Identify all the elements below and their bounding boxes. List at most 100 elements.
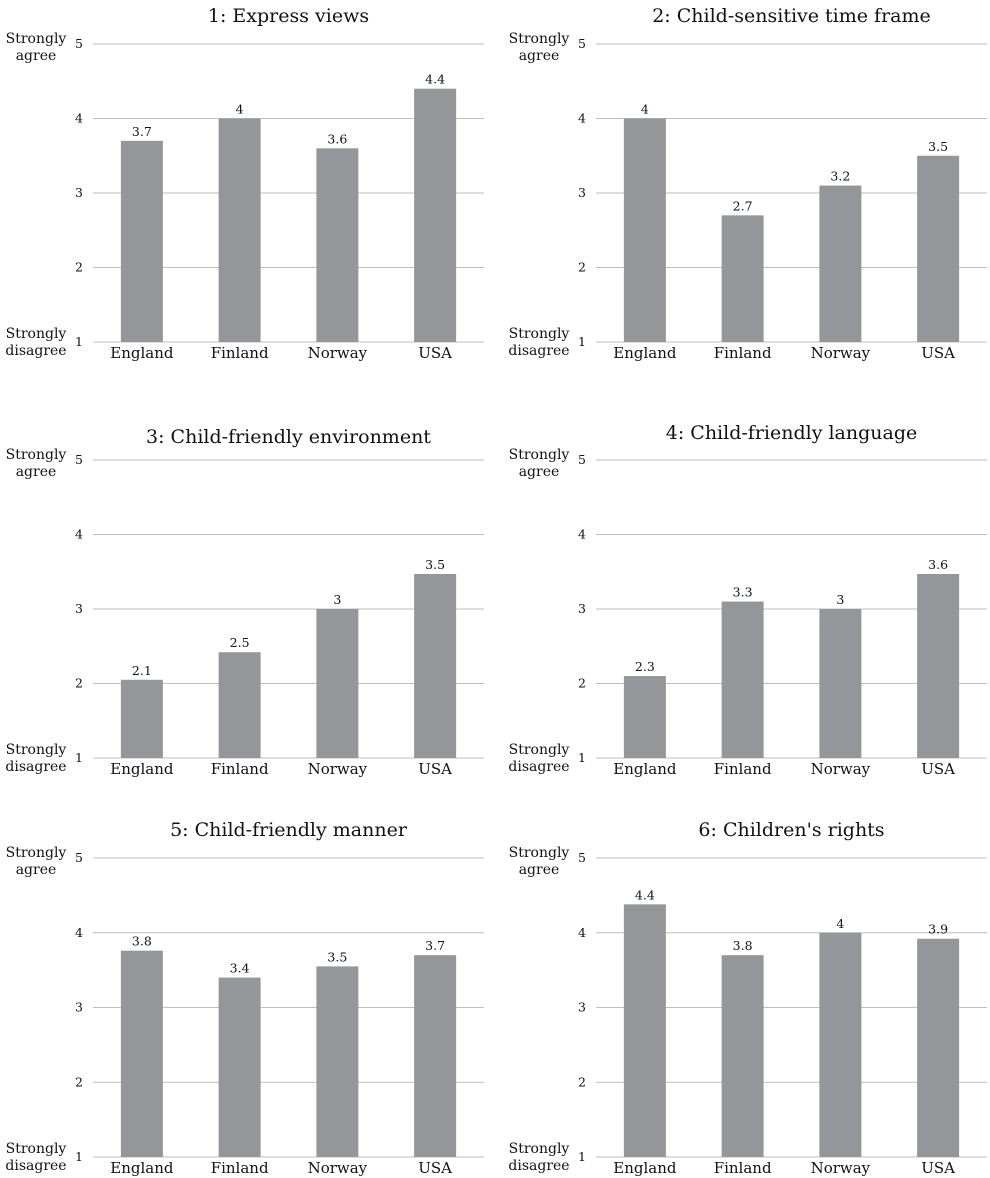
bar <box>316 609 359 758</box>
bar <box>819 185 862 342</box>
x-category-label: USA <box>418 1159 452 1177</box>
axis-anchor-disagree-line1: Strongly <box>6 326 67 342</box>
axis-anchor-disagree-line1: Strongly <box>6 1141 67 1157</box>
x-category-label: USA <box>921 1159 955 1177</box>
bar-value-label: 4.4 <box>635 887 655 902</box>
bar-value-label: 2.5 <box>230 635 250 650</box>
y-tick-label: 3 <box>578 1000 586 1015</box>
chart-panel-2: 2: Child-sensitive time frame 1 2 3 4 5 Strong… <box>508 5 987 362</box>
bar-value-label: 3 <box>836 592 844 607</box>
chart-title: 1: Express views <box>208 5 369 27</box>
bar-value-label: 4.4 <box>425 72 445 87</box>
axis-anchor-disagree-line2: disagree <box>508 759 569 775</box>
bar <box>414 573 457 758</box>
y-tick-label: 1 <box>578 750 586 765</box>
axis-anchor-agree-line1: Strongly <box>6 31 67 47</box>
y-tick-label: 1 <box>75 1149 83 1164</box>
x-category-label: Norway <box>308 344 368 362</box>
axis-anchor-disagree-line2: disagree <box>5 1158 66 1174</box>
x-category-label: England <box>613 344 677 362</box>
axis-anchor-disagree-line1: Strongly <box>6 742 67 758</box>
bar-value-label: 3.2 <box>830 169 850 184</box>
y-tick-label: 2 <box>578 1074 586 1089</box>
axis-anchor-agree-line1: Strongly <box>509 31 570 47</box>
x-category-label: USA <box>921 344 955 362</box>
y-tick-label: 3 <box>578 601 586 616</box>
bar <box>819 609 862 758</box>
bar <box>120 950 163 1157</box>
bar <box>218 652 261 758</box>
axis-anchor-agree-line1: Strongly <box>6 447 67 463</box>
bar-value-label: 3.6 <box>928 557 948 572</box>
y-tick-label: 3 <box>75 185 83 200</box>
bar <box>721 955 764 1157</box>
chart-panel-1: 1: Express views12345StronglyagreeStrong… <box>5 5 484 362</box>
y-tick-label: 1 <box>578 334 586 349</box>
y-tick-label: 2 <box>75 1074 83 1089</box>
axis-anchor-disagree-line2: disagree <box>5 759 66 775</box>
x-category-label: Finland <box>714 760 772 778</box>
chart-panel-5: 5: Child-friendly manner12345Stronglyagr… <box>5 819 484 1177</box>
chart-title: 6: Children's rights <box>698 819 884 841</box>
y-tick-label: 5 <box>75 36 83 51</box>
bar <box>721 601 764 758</box>
bar <box>316 148 359 342</box>
bar <box>721 215 764 342</box>
chart-panel-3: 3: Child-friendly environment 1 2 3 4 5 Strong… <box>5 426 484 778</box>
y-tick-label: 4 <box>75 111 83 126</box>
axis-anchor-agree-line1: Strongly <box>509 845 570 861</box>
x-category-label: England <box>110 344 174 362</box>
chart-title: 5: Child-friendly manner <box>170 819 408 841</box>
bar <box>414 955 457 1157</box>
bar <box>623 676 666 758</box>
y-tick-label: 4 <box>578 527 586 542</box>
chart-title: 4: Child-friendly language <box>666 422 918 444</box>
bar-value-label: 3.3 <box>733 585 753 600</box>
y-tick-label: 4 <box>75 527 83 542</box>
y-tick-label: 2 <box>578 260 586 275</box>
axis-anchor-agree-line2: agree <box>16 48 57 64</box>
y-tick-label: 2 <box>75 260 83 275</box>
y-tick-label: 1 <box>578 1149 586 1164</box>
y-tick-label: 1 <box>75 334 83 349</box>
x-category-label: USA <box>418 344 452 362</box>
y-tick-label: 2 <box>75 676 83 691</box>
x-category-label: Norway <box>308 760 368 778</box>
bar <box>120 140 163 342</box>
bar-value-label: 3.5 <box>327 949 347 964</box>
bar-value-label: 4 <box>836 916 844 931</box>
bar-value-label: 2.7 <box>733 198 753 213</box>
x-category-label: Finland <box>211 344 269 362</box>
x-category-label: Finland <box>714 344 772 362</box>
bar <box>819 932 862 1157</box>
axis-anchor-agree-line2: agree <box>16 464 57 480</box>
axis-anchor-disagree-line2: disagree <box>5 343 66 359</box>
axis-anchor-agree-line2: agree <box>16 862 57 878</box>
bar-value-label: 3.8 <box>132 934 152 949</box>
bar-value-label: 4 <box>641 102 649 117</box>
x-category-label: USA <box>921 760 955 778</box>
bar <box>218 118 261 342</box>
x-category-label: England <box>110 1159 174 1177</box>
bar-value-label: 2.3 <box>635 659 655 674</box>
axis-anchor-agree-line2: agree <box>519 48 560 64</box>
chart-title: 2: Child-sensitive time frame <box>652 5 931 27</box>
bar <box>917 573 960 758</box>
bar <box>623 118 666 342</box>
x-category-label: England <box>613 1159 677 1177</box>
bar-value-label: 3.5 <box>928 139 948 154</box>
bar-value-label: 3.8 <box>733 938 753 953</box>
y-tick-label: 4 <box>75 925 83 940</box>
x-category-label: Finland <box>714 1159 772 1177</box>
y-tick-label: 4 <box>578 925 586 940</box>
x-category-label: Norway <box>308 1159 368 1177</box>
bar-value-label: 2.1 <box>132 663 152 678</box>
y-tick-label: 5 <box>578 452 586 467</box>
x-category-label: Finland <box>211 760 269 778</box>
bar-value-label: 4 <box>236 102 244 117</box>
axis-anchor-agree-line2: agree <box>519 464 560 480</box>
bar <box>917 938 960 1157</box>
bar <box>120 679 163 758</box>
axis-anchor-agree-line1: Strongly <box>509 447 570 463</box>
